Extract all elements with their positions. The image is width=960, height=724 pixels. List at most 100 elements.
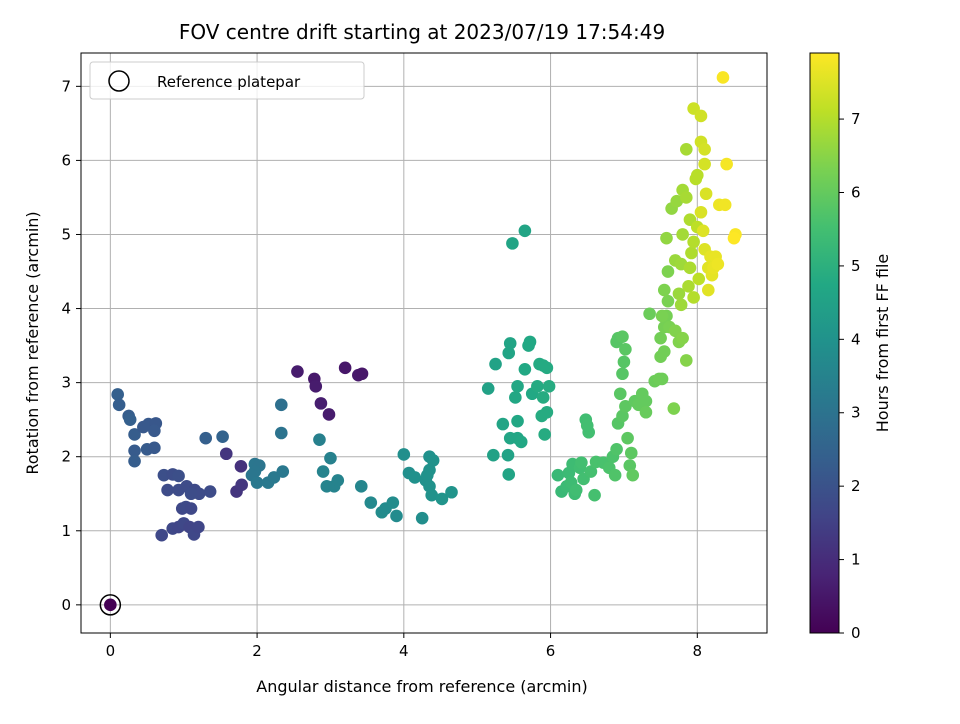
data-point bbox=[501, 448, 515, 462]
y-tick-label: 7 bbox=[61, 77, 71, 95]
colorbar-gradient bbox=[809, 52, 840, 634]
data-point bbox=[390, 509, 403, 523]
colorbar-ticks: 0 1 2 3 4 5 6 7 bbox=[839, 110, 861, 642]
colorbar-tick-label: 2 bbox=[851, 477, 861, 495]
data-point bbox=[155, 528, 169, 542]
data-point bbox=[514, 435, 528, 449]
data-point bbox=[487, 448, 500, 462]
x-tick-label: 2 bbox=[252, 642, 262, 660]
data-point bbox=[617, 355, 631, 369]
data-point bbox=[235, 478, 248, 492]
data-point bbox=[184, 487, 198, 501]
data-point bbox=[661, 265, 675, 278]
data-point bbox=[184, 502, 198, 515]
data-point bbox=[309, 380, 323, 393]
data-point bbox=[538, 428, 551, 441]
data-point bbox=[234, 460, 248, 473]
data-point bbox=[354, 480, 368, 493]
data-points bbox=[104, 71, 742, 612]
data-point bbox=[619, 400, 632, 413]
data-point bbox=[331, 474, 345, 487]
data-point bbox=[657, 283, 671, 297]
data-point bbox=[276, 465, 290, 478]
x-axis-label: Angular distance from reference (arcmin) bbox=[256, 677, 587, 696]
data-point bbox=[128, 454, 141, 468]
data-point bbox=[616, 409, 629, 423]
data-point bbox=[661, 294, 675, 308]
y-tick-label: 5 bbox=[61, 225, 71, 243]
data-point bbox=[687, 235, 700, 249]
data-point bbox=[203, 485, 217, 498]
data-point bbox=[616, 330, 629, 344]
data-point bbox=[314, 397, 328, 410]
colorbar-tick-label: 6 bbox=[851, 183, 861, 201]
data-point bbox=[699, 187, 713, 201]
colorbar-tick-label: 1 bbox=[851, 551, 861, 569]
data-point bbox=[148, 441, 161, 455]
data-point bbox=[536, 391, 550, 404]
data-point bbox=[616, 367, 629, 381]
reference-marker bbox=[99, 594, 122, 616]
data-point bbox=[727, 231, 741, 245]
data-point bbox=[690, 168, 704, 182]
data-point bbox=[643, 307, 656, 321]
data-point bbox=[679, 191, 693, 204]
x-tick-label: 4 bbox=[399, 642, 409, 660]
chart-title: FOV centre drift starting at 2023/07/19 … bbox=[179, 20, 665, 44]
x-tick-label: 8 bbox=[693, 642, 703, 660]
colorbar-tick-label: 7 bbox=[851, 110, 861, 128]
legend-label-reference: Reference platepar bbox=[157, 73, 301, 91]
data-point bbox=[316, 465, 330, 478]
data-point bbox=[696, 224, 710, 238]
data-point bbox=[421, 468, 434, 482]
y-tick-label: 3 bbox=[61, 374, 71, 392]
data-point bbox=[608, 468, 622, 482]
data-point bbox=[660, 231, 673, 245]
data-point bbox=[489, 357, 502, 371]
data-point bbox=[408, 471, 422, 484]
colorbar-tick-label: 3 bbox=[851, 404, 861, 422]
data-point bbox=[192, 520, 205, 534]
data-point bbox=[588, 488, 601, 502]
data-point bbox=[639, 394, 653, 408]
data-point bbox=[679, 354, 693, 367]
data-point bbox=[128, 444, 141, 458]
data-point bbox=[702, 283, 715, 297]
x-tick-label: 0 bbox=[106, 642, 116, 660]
data-point bbox=[674, 298, 688, 312]
legend-reference-marker bbox=[108, 70, 130, 92]
data-point bbox=[496, 417, 510, 431]
data-point bbox=[199, 431, 213, 445]
data-point bbox=[322, 408, 336, 421]
data-point bbox=[274, 398, 288, 412]
data-point bbox=[148, 424, 161, 438]
data-point bbox=[716, 71, 730, 84]
colorbar-tick-label: 5 bbox=[851, 257, 861, 275]
data-point bbox=[575, 456, 588, 469]
data-point bbox=[313, 433, 326, 446]
data-point bbox=[511, 380, 524, 393]
data-point bbox=[655, 372, 669, 386]
legend: Reference platepar bbox=[89, 61, 365, 100]
data-point bbox=[718, 198, 732, 212]
data-point bbox=[619, 342, 632, 356]
data-point bbox=[161, 483, 174, 497]
data-point bbox=[426, 454, 440, 467]
data-point bbox=[511, 414, 524, 428]
data-point bbox=[540, 361, 554, 375]
y-tick-label: 1 bbox=[61, 522, 71, 540]
data-point bbox=[682, 280, 695, 293]
data-point bbox=[655, 309, 669, 323]
colorbar-label: Hours from first FF file bbox=[873, 254, 892, 433]
data-point bbox=[685, 246, 698, 260]
data-point bbox=[654, 331, 667, 345]
data-point bbox=[698, 142, 711, 156]
data-point bbox=[111, 388, 124, 401]
data-point bbox=[291, 365, 304, 378]
data-point bbox=[219, 447, 233, 461]
x-axis-ticks: 0 2 4 6 8 bbox=[106, 633, 702, 660]
data-point bbox=[250, 476, 264, 489]
data-point bbox=[502, 346, 516, 360]
